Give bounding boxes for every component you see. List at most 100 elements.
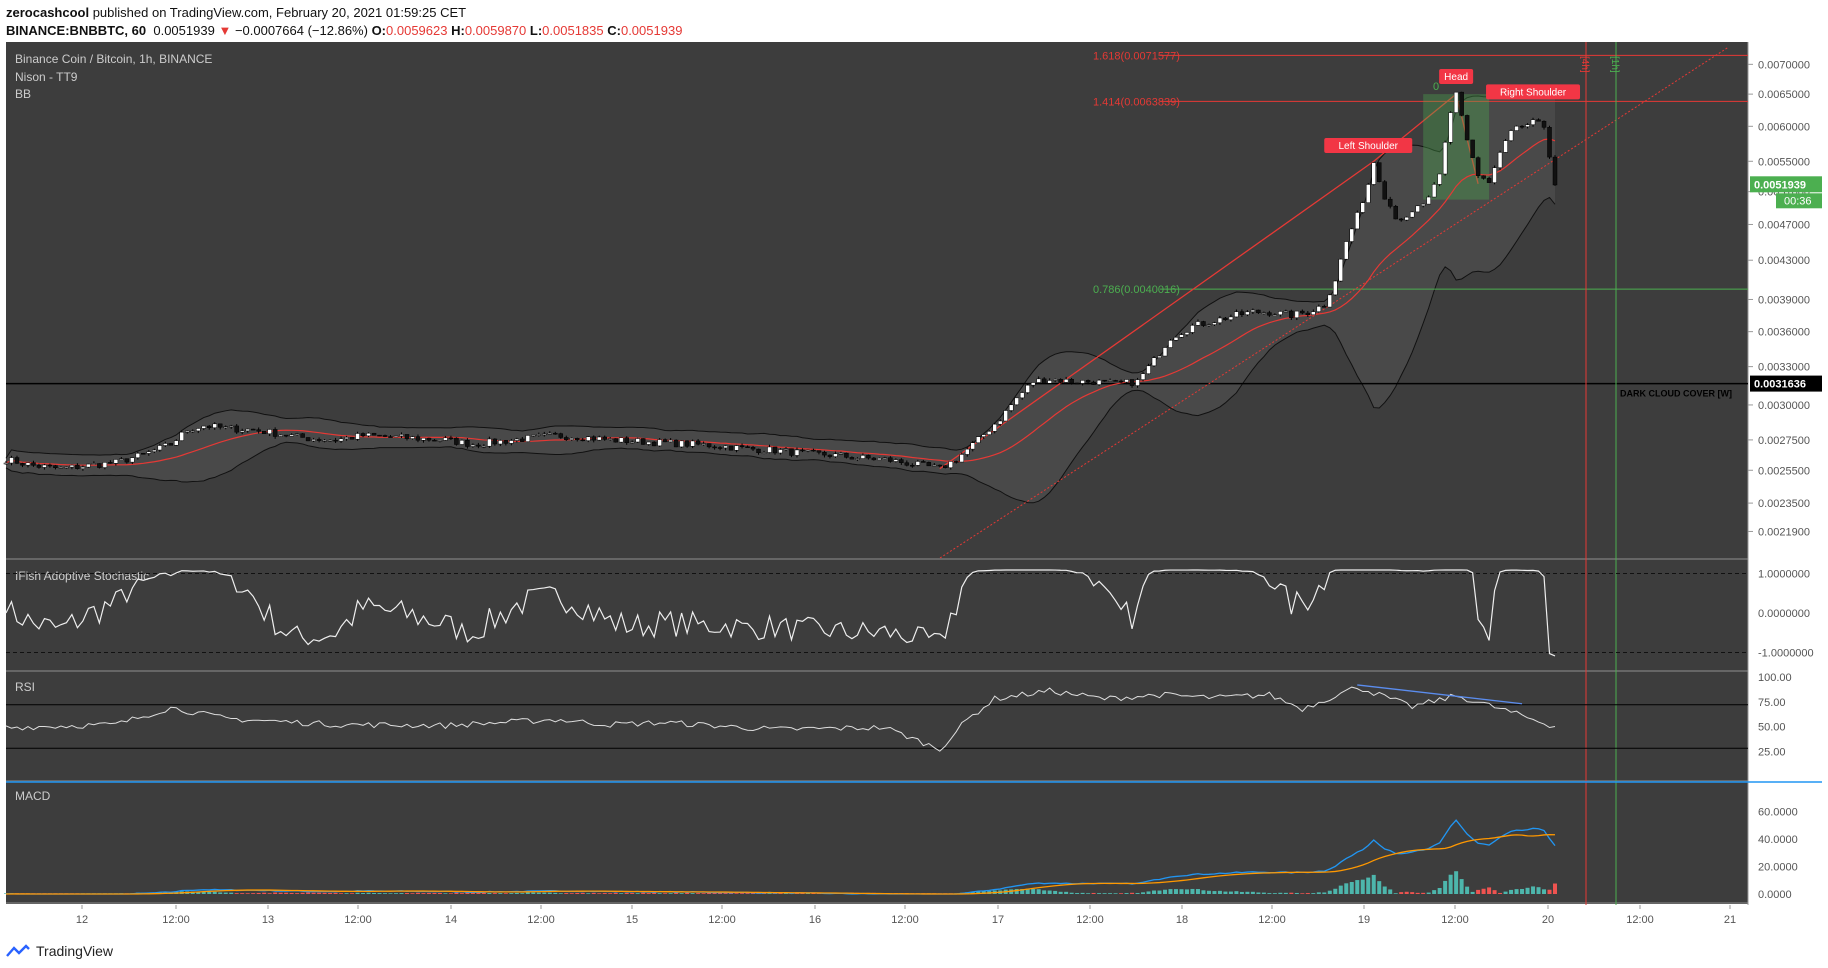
macd-histogram-bar: [1031, 889, 1036, 894]
macd-histogram-bar: [1333, 888, 1338, 894]
rsi-tick-label: 100.00: [1758, 672, 1792, 684]
candle-body: [1146, 365, 1151, 374]
candle-body: [322, 440, 327, 442]
macd-histogram-bar: [1058, 891, 1063, 894]
candle-body: [877, 457, 882, 461]
macd-histogram-bar: [685, 892, 690, 894]
candle-body: [316, 439, 322, 441]
candle-body: [959, 454, 965, 463]
candle-body: [1475, 157, 1481, 176]
time-tick-label: 12:00: [708, 914, 736, 926]
candle-body: [305, 437, 311, 442]
candle-body: [1201, 321, 1206, 326]
candle-body: [1338, 258, 1344, 282]
macd-histogram-bar: [229, 892, 234, 894]
price-tick-label: 0.0043000: [1758, 255, 1810, 267]
candle-body: [734, 445, 739, 451]
macd-histogram-bar: [339, 893, 344, 894]
macd-histogram-bar: [547, 892, 552, 894]
candle-body: [926, 462, 932, 467]
candle-body: [564, 437, 569, 440]
candle-body: [800, 449, 805, 452]
macd-histogram-bar: [262, 892, 267, 894]
candle-body: [893, 459, 899, 462]
time-tick-label: 13: [262, 914, 274, 926]
macd-histogram-bar: [1459, 879, 1464, 894]
macd-histogram-bar: [701, 893, 706, 894]
candle-body: [1124, 379, 1129, 383]
macd-histogram-bar: [333, 892, 338, 894]
macd-histogram-bar: [641, 892, 646, 894]
macd-histogram-bar: [1415, 892, 1420, 894]
macd-histogram-bar: [657, 893, 662, 894]
macd-histogram-bar: [322, 892, 327, 894]
countdown-text: 00:36: [1784, 195, 1812, 207]
author-name[interactable]: zerocashcool: [6, 5, 90, 20]
macd-histogram-bar: [1437, 887, 1442, 894]
candle-body: [1420, 203, 1426, 207]
candle-body: [1036, 378, 1041, 383]
candle-body: [415, 436, 421, 441]
candle-body: [794, 449, 800, 456]
countdown-tag: [1776, 193, 1822, 209]
macd-histogram-bar: [1305, 893, 1310, 894]
macd-histogram-bar: [1025, 888, 1030, 894]
macd-histogram-bar: [1531, 886, 1536, 894]
macd-histogram-bar: [1393, 893, 1398, 894]
macd-histogram-bar: [1272, 893, 1277, 894]
candle-body: [640, 438, 646, 445]
candle-body: [283, 434, 289, 437]
candle-body: [827, 454, 833, 457]
macd-histogram-bar: [410, 893, 415, 894]
candle-body: [591, 436, 596, 441]
candle-body: [245, 428, 250, 432]
macd-histogram-bar: [1047, 890, 1052, 894]
macd-histogram-bar: [613, 892, 618, 894]
candle-body: [91, 463, 97, 465]
candle-body: [1409, 211, 1415, 218]
candle-body: [860, 455, 866, 459]
candle-body: [866, 455, 871, 459]
candle-body: [986, 431, 992, 435]
candle-body: [108, 462, 113, 464]
price-tick-label: 0.0070000: [1758, 59, 1810, 71]
rsi-tick-label: 75.00: [1758, 697, 1786, 709]
macd-histogram-bar: [437, 892, 442, 894]
candle-body: [1387, 198, 1393, 207]
macd-histogram-bar: [608, 893, 613, 894]
candle-body: [152, 449, 157, 452]
macd-histogram-bar: [1069, 892, 1074, 894]
candle-body: [629, 441, 635, 444]
macd-histogram-bar: [1245, 891, 1250, 894]
macd-histogram-bar: [718, 892, 723, 894]
candle-body: [1470, 139, 1475, 158]
candle-body: [278, 434, 283, 437]
candle-body: [437, 440, 443, 442]
candle-body: [635, 438, 640, 443]
macd-histogram-bar: [1283, 892, 1288, 894]
candle-body: [1261, 312, 1267, 314]
candle-body: [289, 434, 294, 437]
macd-histogram-bar: [531, 892, 536, 894]
candle-body: [1041, 378, 1047, 384]
candle-body: [1267, 312, 1272, 316]
candle-body: [300, 433, 305, 438]
macd-histogram-bar: [602, 893, 607, 894]
support-note: DARK CLOUD COVER [W]: [1620, 389, 1732, 399]
macd-histogram-bar: [1075, 893, 1080, 894]
macd-histogram-bar: [558, 893, 563, 894]
candle-body: [706, 443, 712, 448]
macd-histogram-bar: [553, 892, 558, 894]
candle-body: [113, 459, 119, 464]
macd-histogram-bar: [1102, 893, 1107, 894]
stoch-tick-label: 0.0000000: [1758, 608, 1810, 620]
price-tick-label: 0.0030000: [1758, 400, 1810, 412]
price-tick-label: 0.0065000: [1758, 89, 1810, 101]
candle-body: [789, 448, 794, 456]
candle-body: [1234, 311, 1239, 318]
candle-body: [690, 440, 695, 447]
stoch-panel-label: IFish Adoptive Stochastic: [15, 569, 149, 583]
macd-histogram-bar: [712, 892, 717, 894]
macd-histogram-bar: [624, 892, 629, 894]
